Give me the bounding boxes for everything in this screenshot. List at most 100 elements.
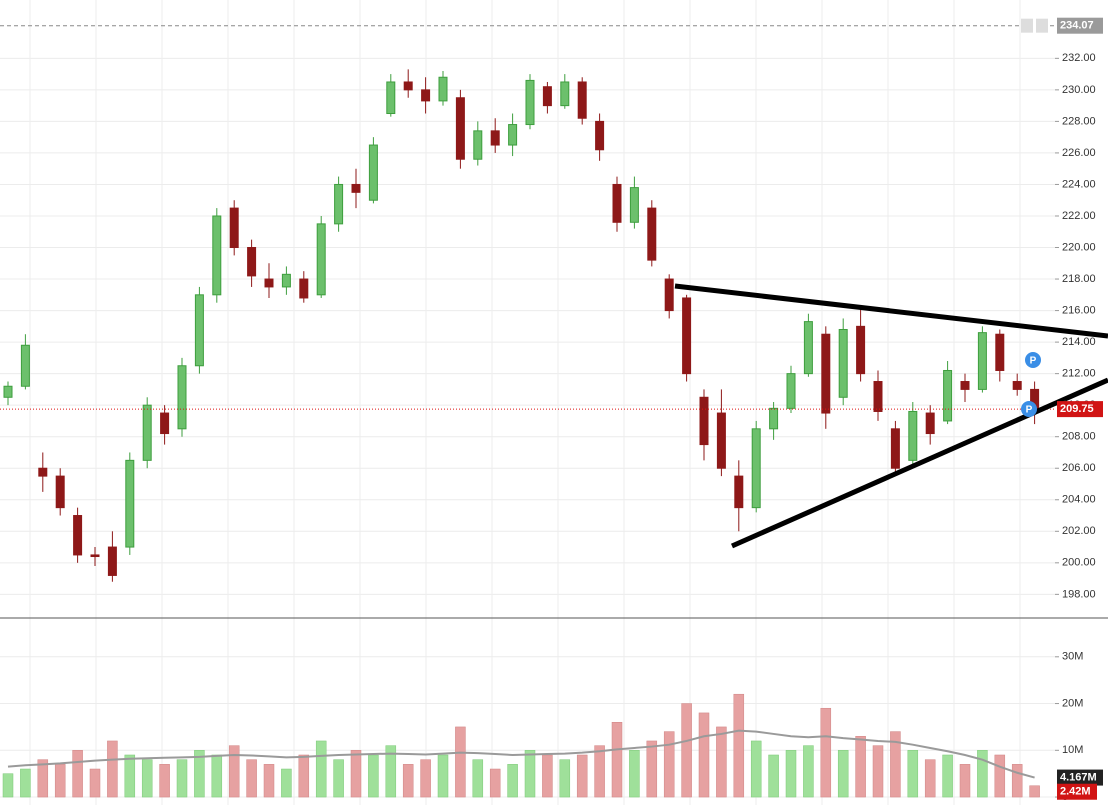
high-marker-label: 234.07 — [1060, 20, 1094, 32]
y-tick-label: 226.00 — [1062, 147, 1096, 159]
volume-bar — [959, 764, 971, 798]
candle-body — [873, 381, 883, 412]
volume-bar — [385, 745, 397, 798]
y-tick-label: 218.00 — [1062, 273, 1096, 285]
volume-bar — [629, 750, 640, 798]
volume-bar — [194, 750, 205, 798]
volume-bar — [716, 726, 727, 798]
candle-body — [490, 130, 500, 146]
y-tick-label: 200.00 — [1062, 557, 1096, 569]
volume-bar — [994, 754, 1006, 798]
candle-body — [943, 369, 953, 422]
volume-bar — [733, 693, 745, 798]
y-tick-label: 30M — [1062, 651, 1083, 663]
volume-bar — [942, 754, 953, 798]
candle-body — [247, 247, 257, 277]
candle-body — [334, 183, 344, 225]
volume-bar — [472, 759, 484, 798]
labels: 198.00200.00202.00204.00206.00208.00210.… — [1021, 17, 1103, 803]
candle-body — [821, 333, 831, 414]
volume-bar — [176, 759, 188, 798]
volume-bar — [1011, 764, 1023, 798]
candle-body — [455, 97, 465, 160]
volume-bar — [437, 754, 449, 798]
candle-body — [734, 475, 744, 509]
volume-bar — [333, 759, 344, 798]
candle-body — [438, 76, 448, 102]
volume-bar — [750, 740, 762, 798]
candle-body — [1012, 381, 1022, 390]
candle-body — [20, 344, 30, 387]
candle-body — [421, 89, 431, 102]
volume-bar — [54, 764, 66, 798]
volume-bar — [698, 712, 710, 798]
candle-body — [612, 183, 622, 223]
candle-body — [977, 332, 987, 390]
candle-body — [125, 459, 135, 548]
candle-body — [786, 373, 796, 409]
y-tick-label: 10M — [1062, 744, 1083, 756]
volume-bar — [298, 754, 310, 798]
candle-body — [73, 515, 83, 556]
volume-bar — [89, 768, 101, 798]
event-marker — [1025, 352, 1041, 368]
candle-body — [107, 546, 117, 576]
candle-body — [803, 321, 813, 375]
y-tick-label: 230.00 — [1062, 84, 1096, 96]
candle-body — [212, 215, 222, 296]
candle-body — [177, 365, 187, 430]
candle-body — [160, 412, 170, 435]
volume-bar — [663, 731, 675, 798]
candle-body — [542, 86, 552, 107]
y-tick-label: 216.00 — [1062, 304, 1096, 316]
candle-body — [838, 328, 848, 398]
candle-body — [55, 475, 65, 509]
y-tick-label: 228.00 — [1062, 115, 1096, 127]
volume-bar — [977, 750, 988, 798]
ma-current-label: 4.167M — [1060, 771, 1097, 783]
volume-bar — [350, 750, 362, 798]
volume-bar — [455, 726, 466, 798]
volume-bar — [542, 754, 553, 798]
volume-bar — [785, 750, 797, 798]
candle-body — [386, 81, 396, 115]
candle-body — [403, 81, 413, 91]
candle-body — [3, 385, 13, 398]
volume-bar — [420, 759, 431, 798]
y-tick-label: 222.00 — [1062, 210, 1096, 222]
candle-body — [90, 554, 100, 558]
candle-body — [716, 412, 726, 469]
candle-body — [925, 412, 935, 435]
candle-body — [281, 273, 291, 288]
volume-bar — [2, 773, 14, 798]
volume-bar — [228, 745, 240, 798]
y-tick-label: 232.00 — [1062, 52, 1096, 64]
candle-body — [473, 130, 483, 160]
trend-line-lower — [730, 377, 1108, 549]
volume-bar — [246, 759, 257, 798]
candle-body — [560, 81, 570, 107]
candle-body — [299, 278, 309, 299]
candle-body — [577, 81, 587, 119]
event-marker — [1021, 401, 1037, 417]
candle-body — [751, 428, 761, 509]
volume-bar — [37, 759, 49, 798]
y-tick-label: 198.00 — [1062, 588, 1096, 600]
candle-body — [769, 407, 779, 430]
volume-bar — [803, 745, 814, 798]
y-tick-label: 220.00 — [1062, 241, 1096, 253]
volume-bar — [402, 764, 414, 798]
candle-body — [525, 79, 535, 126]
volume-bar — [159, 764, 170, 798]
y-tick-label: 20M — [1062, 697, 1083, 709]
volume-bar — [141, 759, 153, 798]
y-tick-label: 206.00 — [1062, 462, 1096, 474]
y-tick-label: 212.00 — [1062, 368, 1096, 380]
candle-body — [264, 278, 274, 288]
volume-bar — [837, 750, 849, 798]
volume-bar — [924, 759, 936, 798]
volume-bar — [890, 731, 901, 798]
marks — [0, 25, 1055, 798]
candle-body — [647, 207, 657, 261]
